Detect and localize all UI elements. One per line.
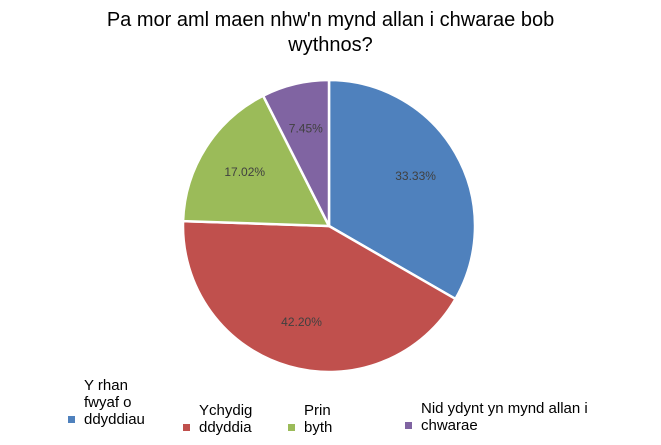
legend-item-never: Nid ydynt yn mynd allan i chwarae bbox=[405, 400, 645, 434]
data-label-hardly-ever: 17.02% bbox=[224, 165, 265, 179]
legend-swatch bbox=[68, 416, 75, 423]
pie-slice-most-days bbox=[327, 78, 477, 301]
legend-item-hardly-ever: Prin byth bbox=[288, 402, 358, 436]
data-label-never: 7.45% bbox=[289, 122, 323, 136]
pie-slice-hardly-ever bbox=[181, 94, 331, 228]
legend-swatch bbox=[405, 422, 412, 429]
legend-label: Prin byth bbox=[304, 402, 333, 436]
data-label-few-days: 42.20% bbox=[281, 315, 322, 329]
legend-item-few-days: Ychydig ddyddia bbox=[183, 402, 268, 436]
legend-label: Y rhan fwyaf o ddyddiau bbox=[84, 377, 145, 428]
legend-label: Nid ydynt yn mynd allan i chwarae bbox=[421, 400, 588, 434]
data-label-most-days: 33.33% bbox=[395, 169, 436, 183]
legend-item-most-days: Y rhan fwyaf o ddyddiau bbox=[68, 377, 163, 428]
pie-slice-never bbox=[261, 78, 331, 228]
chart-title: Pa mor aml maen nhw'n mynd allan i chwar… bbox=[106, 9, 555, 56]
legend-swatch bbox=[288, 424, 295, 431]
pie-slice-few-days bbox=[181, 219, 457, 374]
legend-label: Ychydig ddyddia bbox=[199, 402, 253, 436]
legend-swatch bbox=[183, 424, 190, 431]
